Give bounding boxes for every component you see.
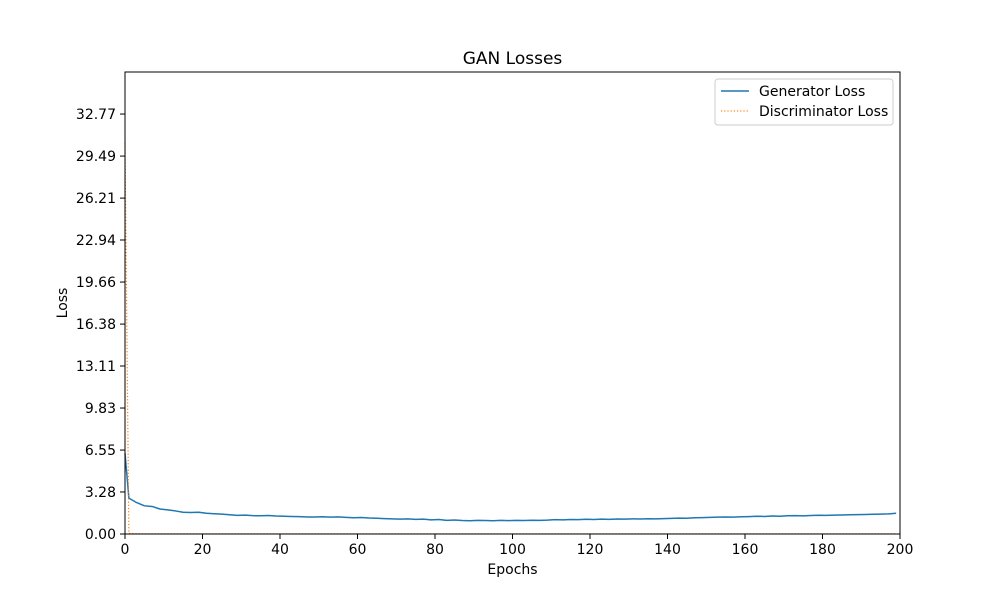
y-tick-label: 32.77 bbox=[76, 107, 116, 123]
chart-title: GAN Losses bbox=[463, 49, 563, 69]
y-tick-label: 16.38 bbox=[76, 317, 116, 333]
x-tick-label: 0 bbox=[121, 542, 130, 558]
y-tick-label: 9.83 bbox=[85, 401, 116, 417]
y-axis-title: Loss bbox=[55, 288, 71, 319]
x-tick-label: 80 bbox=[426, 542, 444, 558]
x-tick-label: 20 bbox=[194, 542, 212, 558]
x-tick-label: 100 bbox=[499, 542, 526, 558]
legend-label-generator-loss: Generator Loss bbox=[759, 84, 865, 100]
x-tick-label: 200 bbox=[887, 542, 914, 558]
plot-area bbox=[125, 72, 900, 534]
x-tick-label: 180 bbox=[809, 542, 836, 558]
series-line-generator-loss bbox=[124, 453, 897, 522]
x-tick-label: 140 bbox=[654, 542, 681, 558]
y-axis: 0.00 3.28 6.55 9.83 13.11 16.38 19.66 22.94 26.2… bbox=[76, 107, 125, 543]
y-tick-label: 19.66 bbox=[76, 275, 116, 291]
y-tick-label: 3.28 bbox=[85, 485, 116, 501]
y-tick-label: 22.94 bbox=[76, 233, 116, 249]
x-tick-label: 160 bbox=[732, 542, 759, 558]
x-axis: 0 20 40 60 80 100 120 140 160 180 200 bbox=[121, 534, 914, 558]
x-tick-label: 120 bbox=[577, 542, 604, 558]
legend-label-discriminator-loss: Discriminator Loss bbox=[759, 104, 888, 120]
y-tick-label: 6.55 bbox=[85, 443, 116, 459]
y-tick-label: 13.11 bbox=[76, 359, 116, 375]
legend-box bbox=[714, 78, 894, 126]
y-tick-label: 29.49 bbox=[76, 149, 116, 165]
y-tick-label: 0.00 bbox=[85, 527, 116, 543]
plot-background bbox=[125, 72, 900, 534]
plot-frame bbox=[124, 71, 901, 535]
x-tick-label: 60 bbox=[349, 542, 367, 558]
x-tick-label: 40 bbox=[271, 542, 289, 558]
x-axis-title: Epochs bbox=[487, 562, 537, 578]
legend: Generator Loss Discriminator Loss bbox=[714, 78, 894, 126]
y-tick-label: 26.21 bbox=[76, 191, 116, 207]
